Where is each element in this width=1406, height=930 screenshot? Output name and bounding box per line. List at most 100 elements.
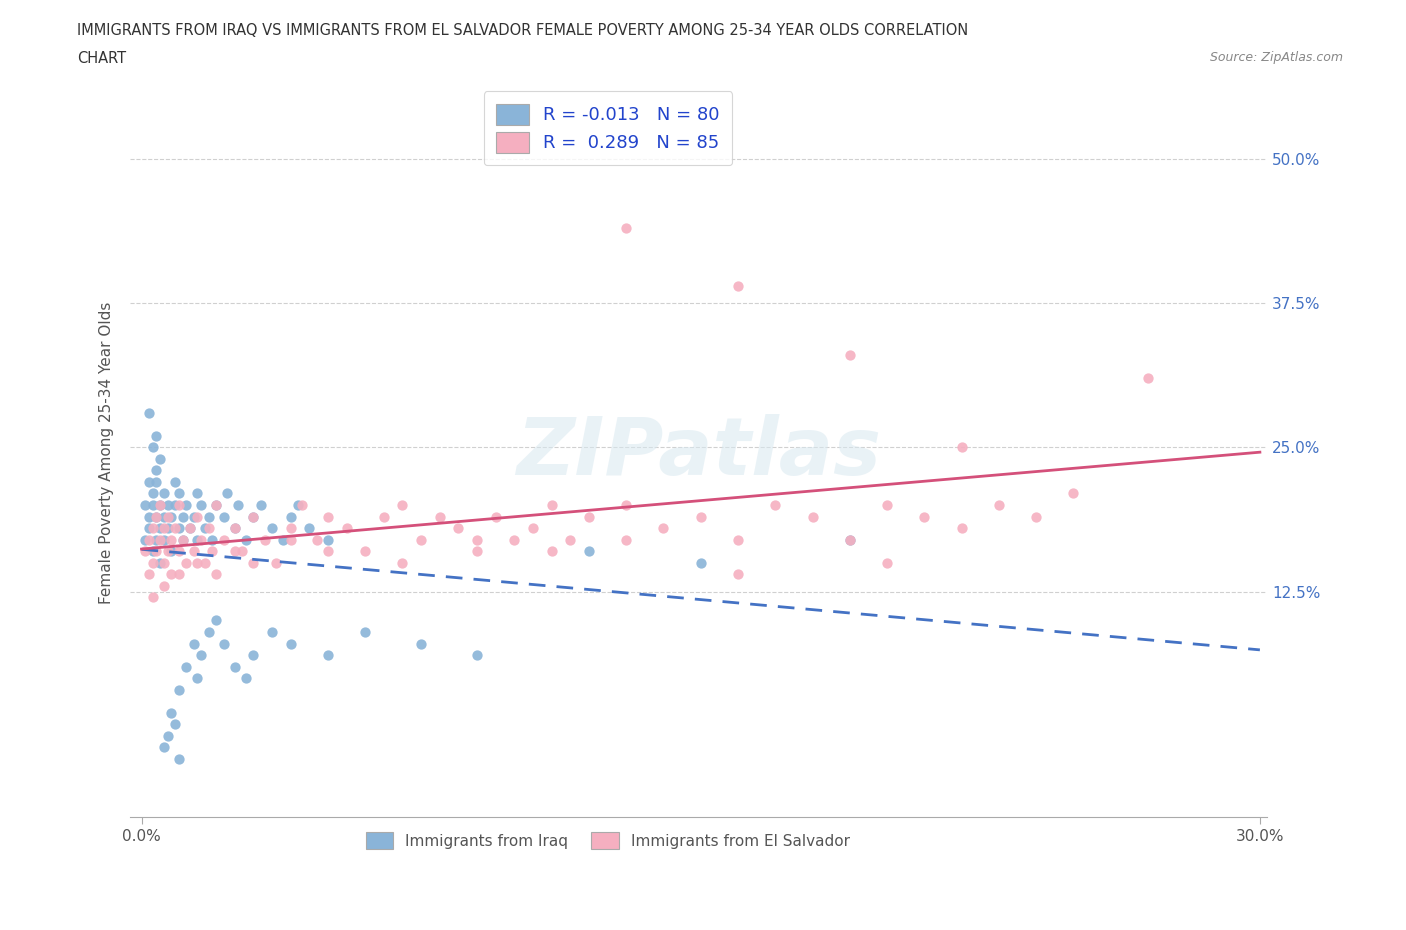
Point xyxy=(149,555,172,570)
Point xyxy=(179,521,201,536)
Point xyxy=(876,555,898,570)
Point xyxy=(156,509,179,524)
Point xyxy=(231,544,253,559)
Point xyxy=(153,740,176,755)
Point xyxy=(465,647,488,662)
Point xyxy=(235,671,257,685)
Point xyxy=(224,659,246,674)
Point xyxy=(614,498,637,512)
Point xyxy=(260,521,283,536)
Point xyxy=(280,509,302,524)
Text: CHART: CHART xyxy=(77,51,127,66)
Point xyxy=(172,532,194,547)
Point xyxy=(165,717,187,732)
Point xyxy=(186,509,208,524)
Point xyxy=(242,509,264,524)
Point xyxy=(167,486,190,501)
Point xyxy=(174,659,197,674)
Point xyxy=(212,509,235,524)
Point xyxy=(142,555,165,570)
Point xyxy=(652,521,675,536)
Point xyxy=(224,544,246,559)
Point xyxy=(316,544,339,559)
Legend: Immigrants from Iraq, Immigrants from El Salvador: Immigrants from Iraq, Immigrants from El… xyxy=(354,821,860,860)
Point xyxy=(142,498,165,512)
Point xyxy=(503,532,526,547)
Point xyxy=(145,463,167,478)
Point xyxy=(950,521,973,536)
Point xyxy=(614,220,637,235)
Point xyxy=(465,532,488,547)
Point xyxy=(727,566,749,581)
Point xyxy=(160,532,183,547)
Point xyxy=(242,647,264,662)
Point xyxy=(153,486,176,501)
Point xyxy=(224,521,246,536)
Point xyxy=(354,625,377,640)
Point xyxy=(689,509,711,524)
Point xyxy=(280,521,302,536)
Point xyxy=(190,532,212,547)
Point xyxy=(138,521,160,536)
Point xyxy=(183,636,205,651)
Point xyxy=(578,544,600,559)
Point xyxy=(160,705,183,720)
Point xyxy=(165,474,187,489)
Point xyxy=(149,498,172,512)
Point xyxy=(280,636,302,651)
Point xyxy=(142,544,165,559)
Point xyxy=(194,521,217,536)
Point xyxy=(264,555,287,570)
Point xyxy=(138,532,160,547)
Point xyxy=(138,509,160,524)
Point xyxy=(391,498,413,512)
Point xyxy=(156,521,179,536)
Point xyxy=(224,521,246,536)
Point xyxy=(186,555,208,570)
Point xyxy=(167,566,190,581)
Point xyxy=(411,636,433,651)
Y-axis label: Female Poverty Among 25-34 Year Olds: Female Poverty Among 25-34 Year Olds xyxy=(100,302,114,604)
Point xyxy=(167,498,190,512)
Point xyxy=(876,498,898,512)
Point xyxy=(429,509,451,524)
Point xyxy=(160,544,183,559)
Point xyxy=(145,429,167,444)
Point xyxy=(522,521,544,536)
Point xyxy=(145,532,167,547)
Point xyxy=(167,544,190,559)
Point xyxy=(156,498,179,512)
Point xyxy=(183,544,205,559)
Point xyxy=(447,521,470,536)
Point xyxy=(160,509,183,524)
Point xyxy=(485,509,508,524)
Point xyxy=(190,498,212,512)
Point xyxy=(280,532,302,547)
Text: IMMIGRANTS FROM IRAQ VS IMMIGRANTS FROM EL SALVADOR FEMALE POVERTY AMONG 25-34 Y: IMMIGRANTS FROM IRAQ VS IMMIGRANTS FROM … xyxy=(77,23,969,38)
Point xyxy=(153,555,176,570)
Point xyxy=(149,521,172,536)
Point xyxy=(149,498,172,512)
Point xyxy=(242,509,264,524)
Point xyxy=(763,498,786,512)
Point xyxy=(138,566,160,581)
Point xyxy=(950,440,973,455)
Point xyxy=(134,498,156,512)
Point xyxy=(172,532,194,547)
Point xyxy=(316,532,339,547)
Point xyxy=(145,509,167,524)
Point xyxy=(316,647,339,662)
Point xyxy=(149,532,172,547)
Point xyxy=(540,498,562,512)
Point xyxy=(212,636,235,651)
Point xyxy=(801,509,824,524)
Point xyxy=(167,751,190,766)
Point xyxy=(153,532,176,547)
Point xyxy=(217,486,239,501)
Point xyxy=(373,509,395,524)
Point xyxy=(156,544,179,559)
Point xyxy=(142,486,165,501)
Point xyxy=(727,532,749,547)
Point xyxy=(298,521,321,536)
Point xyxy=(912,509,935,524)
